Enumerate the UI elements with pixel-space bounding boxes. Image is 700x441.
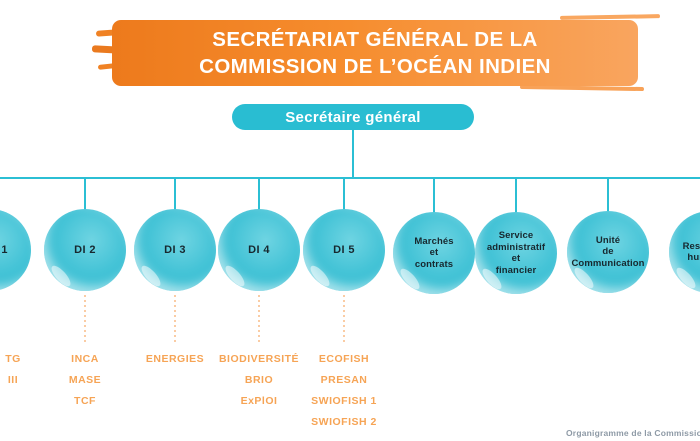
org-node-di2: DI 2 — [44, 209, 126, 291]
title-banner: SECRÉTARIAT GÉNÉRAL DE LA COMMISSION DE … — [112, 20, 638, 86]
org-node-di4: DI 4 — [218, 209, 300, 291]
org-node-di5-label: DI 5 — [333, 243, 355, 256]
org-node-ressources-humaines: Ressources humaines — [669, 211, 700, 293]
org-node-rh-label: Ressources humaines — [682, 240, 700, 264]
banner-title-line1: SECRÉTARIAT GÉNÉRAL DE LA — [212, 28, 538, 51]
secretaire-general-node: Secrétaire général — [232, 104, 474, 130]
banner-title-line2: COMMISSION DE L’OCÉAN INDIEN — [199, 55, 551, 78]
org-node-di5: DI 5 — [303, 209, 385, 291]
projects-di2: INCA MASE TCF — [68, 353, 102, 407]
org-node-di1-label: DI 1 — [1, 243, 8, 256]
org-node-service-label: Service administratif et financier — [486, 230, 546, 276]
org-node-unite-communication: Unité de Communication — [567, 211, 649, 293]
projects-di4: BIODIVERSITÉ BRIO ExPlOI — [218, 353, 300, 407]
secretaire-general-label: Secrétaire général — [285, 108, 421, 126]
org-node-di3-label: DI 3 — [164, 243, 186, 256]
projects-di5: ECOFISH PRESAN SWIOFISH 1 SWIOFISH 2 — [311, 353, 377, 428]
org-node-di4-label: DI 4 — [248, 243, 270, 256]
footer-credit: Organigramme de la Commission de — [566, 428, 700, 438]
org-node-marches-et-contrats: Marchés et contrats — [393, 212, 475, 294]
brush-streak-top-right — [559, 14, 661, 20]
projects-di1: TG III — [5, 353, 21, 386]
org-node-service-administratif-financier: Service administratif et financier — [475, 212, 557, 294]
projects-di3: ENERGIES — [145, 353, 205, 365]
org-node-di3: DI 3 — [134, 209, 216, 291]
org-node-di2-label: DI 2 — [74, 243, 96, 256]
org-node-communication-label: Unité de Communication — [571, 234, 645, 269]
org-node-di1: DI 1 — [0, 209, 31, 291]
org-node-marches-label: Marchés et contrats — [414, 235, 454, 270]
